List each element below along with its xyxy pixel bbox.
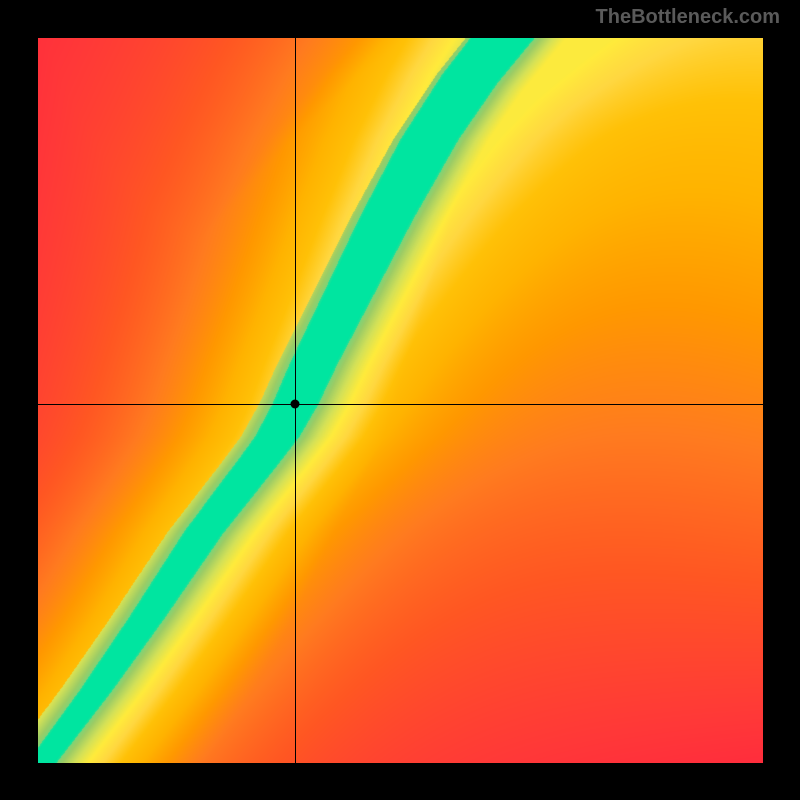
heatmap-plot-area xyxy=(38,38,763,763)
crosshair-horizontal xyxy=(38,404,763,405)
watermark-text: TheBottleneck.com xyxy=(596,6,780,29)
heatmap-canvas xyxy=(38,38,763,763)
crosshair-marker-dot xyxy=(291,400,300,409)
